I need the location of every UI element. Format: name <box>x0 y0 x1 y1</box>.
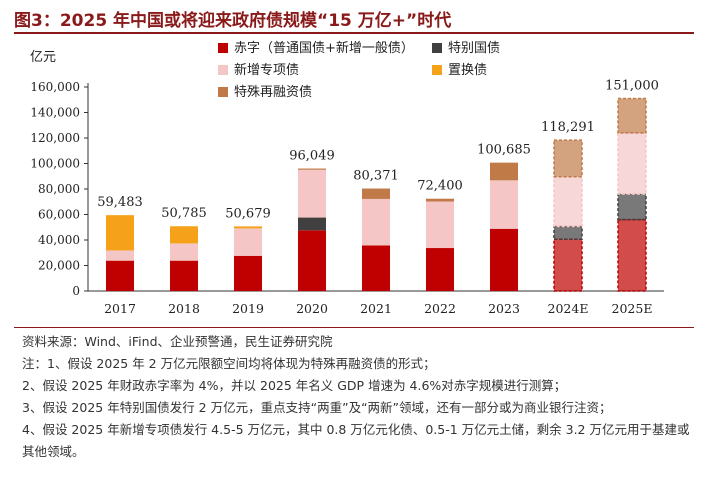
y-tick-label: 120,000 <box>30 131 80 145</box>
legend-label: 赤字（普通国债+新增一般债） <box>234 40 414 56</box>
y-tick-label: 60,000 <box>38 208 80 222</box>
legend-label: 特殊再融资债 <box>234 85 312 100</box>
x-tick-label: 2021 <box>360 301 392 316</box>
note-line: 注：1、假设 2025 年 2 万亿元限额空间均将体现为特殊再融资债的形式； <box>22 356 436 371</box>
bar-segment <box>106 260 134 291</box>
legend-label: 新增专项债 <box>234 62 299 78</box>
total-label: 72,400 <box>417 179 463 194</box>
total-labels-layer: 59,483 50,785 50,679 96,049 80,371 72,400 100,… <box>97 78 659 221</box>
total-label: 80,371 <box>353 169 399 184</box>
bar-segment <box>170 226 198 244</box>
bar-segment <box>170 243 198 261</box>
legend-label: 置换债 <box>448 63 487 78</box>
y-axis-unit-label: 亿元 <box>30 50 57 65</box>
bar-segment <box>617 218 647 292</box>
bar-segment <box>298 217 326 231</box>
bar-segment <box>553 176 583 228</box>
y-tick-label: 160,000 <box>30 80 80 94</box>
legend-swatch <box>218 87 228 97</box>
bar-segment <box>298 169 326 218</box>
figure-title: 图3：2025 年中国或将迎来政府债规模“15 万亿+”时代 <box>14 11 452 31</box>
total-label: 96,049 <box>289 149 335 164</box>
bars-layer <box>106 97 647 292</box>
legend-item: 新增专项债 <box>218 62 299 78</box>
x-tick-label: 2025E <box>612 301 653 316</box>
bar-segment <box>553 238 583 292</box>
title-divider <box>14 32 694 34</box>
legend-swatch <box>432 65 442 75</box>
bar-segment <box>362 245 390 291</box>
note-line: 3、假设 2025 年特别国债发行 2 万亿元，重点支持“两重”及“两新”领域，… <box>22 400 612 415</box>
legend-item: 置换债 <box>432 63 487 78</box>
legend-item: 特殊再融资债 <box>218 85 312 100</box>
bar-segment <box>490 180 518 229</box>
total-label: 118,291 <box>541 120 595 135</box>
bar-segment <box>362 188 390 199</box>
bar-segment <box>362 198 390 246</box>
y-tick-label: 20,000 <box>38 259 80 273</box>
note-line: 2、假设 2025 年财政赤字率为 4%，并以 2025 年名义 GDP 增速为… <box>22 378 567 393</box>
bar-segment <box>553 139 583 178</box>
stacked-bar-chart: 0 20,000 40,000 60,000 80,000 100,000 120,000 1… <box>30 40 664 316</box>
y-axis: 0 20,000 40,000 60,000 80,000 100,000 120,000 1… <box>30 80 89 298</box>
total-label: 50,679 <box>225 206 271 221</box>
source-line: 资料来源：Wind、iFind、企业预警通，民生证券研究院 <box>22 334 333 349</box>
bar-segment <box>234 226 262 229</box>
total-label: 50,785 <box>161 206 207 221</box>
bar-segment <box>553 225 583 240</box>
x-axis: 2017 2018 2019 2020 2021 2022 2023 2024E 2025E <box>88 290 664 316</box>
legend-label: 特别国债 <box>448 41 500 56</box>
x-tick-label: 2019 <box>232 301 264 316</box>
bar-segment <box>106 250 134 261</box>
total-label: 151,000 <box>605 78 659 93</box>
legend-item: 特别国债 <box>432 41 500 56</box>
total-label: 59,483 <box>97 195 143 210</box>
bar-segment <box>490 162 518 181</box>
y-tick-label: 80,000 <box>38 182 80 196</box>
y-tick-label: 0 <box>72 284 80 298</box>
bar-segment <box>298 230 326 291</box>
y-tick-label: 100,000 <box>30 157 80 171</box>
x-tick-label: 2024E <box>548 301 589 316</box>
y-tick-label: 140,000 <box>30 106 80 120</box>
bar-segment <box>617 132 647 195</box>
bar-segment <box>170 260 198 291</box>
x-tick-label: 2017 <box>104 301 136 316</box>
legend-swatch <box>218 43 228 53</box>
legend-item: 赤字（普通国债+新增一般债） <box>218 40 414 56</box>
y-tick-label: 40,000 <box>38 233 80 247</box>
bar-segment <box>617 193 647 221</box>
notes-block: 资料来源：Wind、iFind、企业预警通，民生证券研究院 注：1、假设 202… <box>22 331 694 463</box>
bar-segment <box>298 168 326 170</box>
bar-segment <box>234 228 262 256</box>
x-tick-label: 2018 <box>168 301 200 316</box>
bar-segment <box>106 215 134 251</box>
bar-segment <box>617 97 647 134</box>
x-tick-label: 2020 <box>296 301 328 316</box>
legend-swatch <box>432 43 442 53</box>
x-tick-label: 2022 <box>424 301 456 316</box>
bar-segment <box>234 255 262 291</box>
source-divider <box>14 327 694 328</box>
legend-swatch <box>218 65 228 75</box>
bar-segment <box>490 228 518 291</box>
bar-segment <box>426 198 454 202</box>
bar-segment <box>426 248 454 291</box>
x-tick-label: 2023 <box>488 301 520 316</box>
note-line: 4、假设 2025 年新增专项债发行 4.5-5 万亿元，其中 0.8 万亿元化… <box>22 422 690 459</box>
total-label: 100,685 <box>477 143 531 158</box>
bar-segment <box>426 201 454 249</box>
